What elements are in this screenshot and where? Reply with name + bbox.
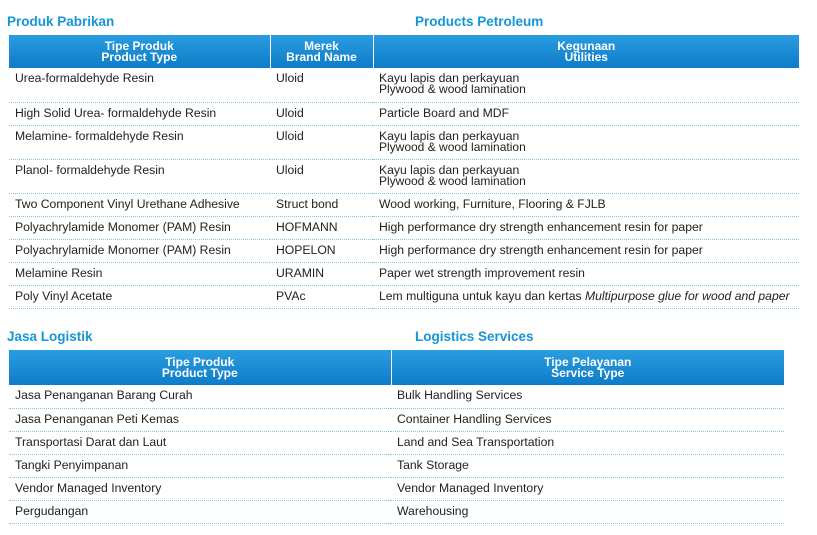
brand-cell: Uloid [270, 159, 373, 194]
header-product-type-en: Product Type [161, 365, 238, 380]
utility-id: Kayu lapis dan perkayuan [379, 162, 520, 177]
header-service-type: Tipe Pelayanan Service Type [391, 350, 784, 385]
service-type-cell: Land and Sea Transportation [391, 431, 784, 455]
table-row: Jasa Penanganan Peti Kemas Container Han… [9, 408, 784, 432]
header-product-type-en: Product Type [101, 49, 178, 64]
product-type-cell: Tangki Penyimpanan [9, 454, 391, 478]
table-row: Tangki Penyimpanan Tank Storage [9, 454, 784, 478]
product-type-cell: Urea-formaldehyde Resin [9, 68, 270, 103]
logistics-title-en: Logistics Services [415, 329, 534, 344]
table-row: Two Component Vinyl Urethane Adhesive St… [9, 193, 799, 217]
brand-cell: Uloid [270, 102, 373, 126]
table-row: Planol- formaldehyde Resin Uloid Kayu la… [9, 159, 799, 194]
logistics-title-id: Jasa Logistik [7, 329, 93, 344]
utility-cell: Lem multiguna untuk kayu dan kertas Mult… [373, 285, 799, 309]
service-type-cell: Vendor Managed Inventory [391, 477, 784, 501]
utility-en: Plywood & wood lamination [379, 82, 526, 96]
products-title-id: Produk Pabrikan [7, 14, 115, 29]
header-brand-name-id: Merek [304, 38, 339, 53]
table-row: Poly Vinyl Acetate PVAc Lem multiguna un… [9, 285, 799, 309]
utility-id: Kayu lapis dan perkayuan [379, 71, 520, 85]
header-product-type-id: Tipe Produk [165, 354, 235, 369]
table-row: Vendor Managed Inventory Vendor Managed … [9, 477, 784, 501]
brand-cell: HOFMANN [270, 216, 373, 240]
product-type-cell: Jasa Penanganan Peti Kemas [9, 408, 391, 432]
header-brand-name: Merek Brand Name [270, 35, 374, 68]
service-type-cell: Tank Storage [391, 454, 784, 478]
brand-cell: PVAc [270, 285, 373, 309]
table-row: Jasa Penanganan Barang Curah Bulk Handli… [9, 385, 784, 409]
header-brand-name-en: Brand Name [286, 49, 357, 64]
product-type-cell: Melamine- formaldehyde Resin [9, 125, 270, 160]
product-type-cell: Planol- formaldehyde Resin [9, 159, 270, 194]
utility-en: Plywood & wood lamination [379, 173, 526, 188]
header-utilities-id: Kegunaan [557, 38, 616, 53]
product-type-cell: Poly Vinyl Acetate [9, 285, 270, 309]
header-utilities-en: Utilities [564, 49, 608, 64]
utility-id: Lem multiguna untuk kayu dan kertas [379, 288, 582, 303]
utility-cell: Kayu lapis dan perkayuan Plywood & wood l… [373, 125, 799, 160]
utility-id: High performance dry strength enhancemen… [379, 242, 703, 257]
utility-id: High performance dry strength enhancemen… [379, 219, 703, 234]
table-row: High Solid Urea- formaldehyde Resin Uloi… [9, 102, 799, 126]
service-type-cell: Bulk Handling Services [391, 385, 784, 409]
utility-id: Paper wet strength improvement resin [379, 265, 585, 280]
header-utilities: Kegunaan Utilities [373, 35, 799, 68]
utility-id: Particle Board and MDF [379, 105, 510, 120]
header-service-type-id: Tipe Pelayanan [544, 354, 632, 369]
table-row: Pergudangan Warehousing [9, 500, 784, 524]
product-type-cell: Vendor Managed Inventory [9, 477, 391, 501]
brand-cell: HOPELON [270, 239, 373, 263]
service-type-cell: Container Handling Services [391, 408, 784, 432]
product-type-cell: Transportasi Darat dan Laut [9, 431, 391, 455]
brand-cell: URAMIN [270, 262, 373, 286]
header-service-type-en: Service Type [551, 365, 625, 380]
product-type-cell: Polyachrylamide Monomer (PAM) Resin [9, 216, 270, 240]
table-row: Melamine Resin URAMIN Paper wet strength… [9, 262, 799, 286]
table-row: Polyachrylamide Monomer (PAM) Resin HOPE… [9, 239, 799, 263]
utility-cell: Wood working, Furniture, Flooring & FJLB [373, 193, 799, 217]
table-row: Polyachrylamide Monomer (PAM) Resin HOFM… [9, 216, 799, 240]
logistics-header-row: Tipe Produk Product Type Tipe Pelayanan … [9, 350, 784, 385]
service-type-cell: Warehousing [391, 500, 784, 524]
utility-id: Kayu lapis dan perkayuan [379, 128, 520, 143]
utility-cell: Kayu lapis dan perkayuan Plywood & wood l… [373, 68, 799, 103]
logistics-table: Tipe Produk Product Type Tipe Pelayanan … [9, 350, 784, 524]
brand-cell: Struct bond [270, 193, 373, 217]
brand-cell: Uloid [270, 125, 373, 160]
utility-cell: High performance dry strength enhancemen… [373, 239, 799, 263]
utility-cell: High performance dry strength enhancemen… [373, 216, 799, 240]
products-table: Tipe Produk Product Type Merek Brand Nam… [9, 35, 799, 309]
table-row: Melamine- formaldehyde Resin Uloid Kayu … [9, 125, 799, 160]
product-type-cell: Two Component Vinyl Urethane Adhesive [9, 193, 270, 217]
header-product-type: Tipe Produk Product Type [9, 350, 392, 385]
product-type-cell: Jasa Penanganan Barang Curah [9, 385, 391, 409]
utility-cell: Paper wet strength improvement resin [373, 262, 799, 286]
product-type-cell: Polyachrylamide Monomer (PAM) Resin [9, 239, 270, 263]
table-row: Transportasi Darat dan Laut Land and Sea… [9, 431, 784, 455]
utility-id: Wood working, Furniture, Flooring & FJLB [379, 196, 606, 211]
product-type-cell: High Solid Urea- formaldehyde Resin [9, 102, 270, 126]
table-row: Urea-formaldehyde Resin Uloid Kayu lapis… [9, 68, 799, 103]
brand-cell: Uloid [270, 68, 373, 103]
header-product-type-id: Tipe Produk [104, 38, 174, 53]
product-type-cell: Melamine Resin [9, 262, 270, 286]
products-title-en: Products Petroleum [415, 14, 544, 29]
utility-en: Multipurpose glue for wood and paper [584, 288, 790, 303]
utility-en: Plywood & wood lamination [379, 139, 526, 154]
header-product-type: Tipe Produk Product Type [9, 35, 271, 68]
utility-cell: Kayu lapis dan perkayuan Plywood & wood l… [373, 159, 799, 194]
utility-cell: Particle Board and MDF [373, 102, 799, 126]
products-header-row: Tipe Produk Product Type Merek Brand Nam… [9, 35, 799, 68]
product-type-cell: Pergudangan [9, 500, 391, 524]
